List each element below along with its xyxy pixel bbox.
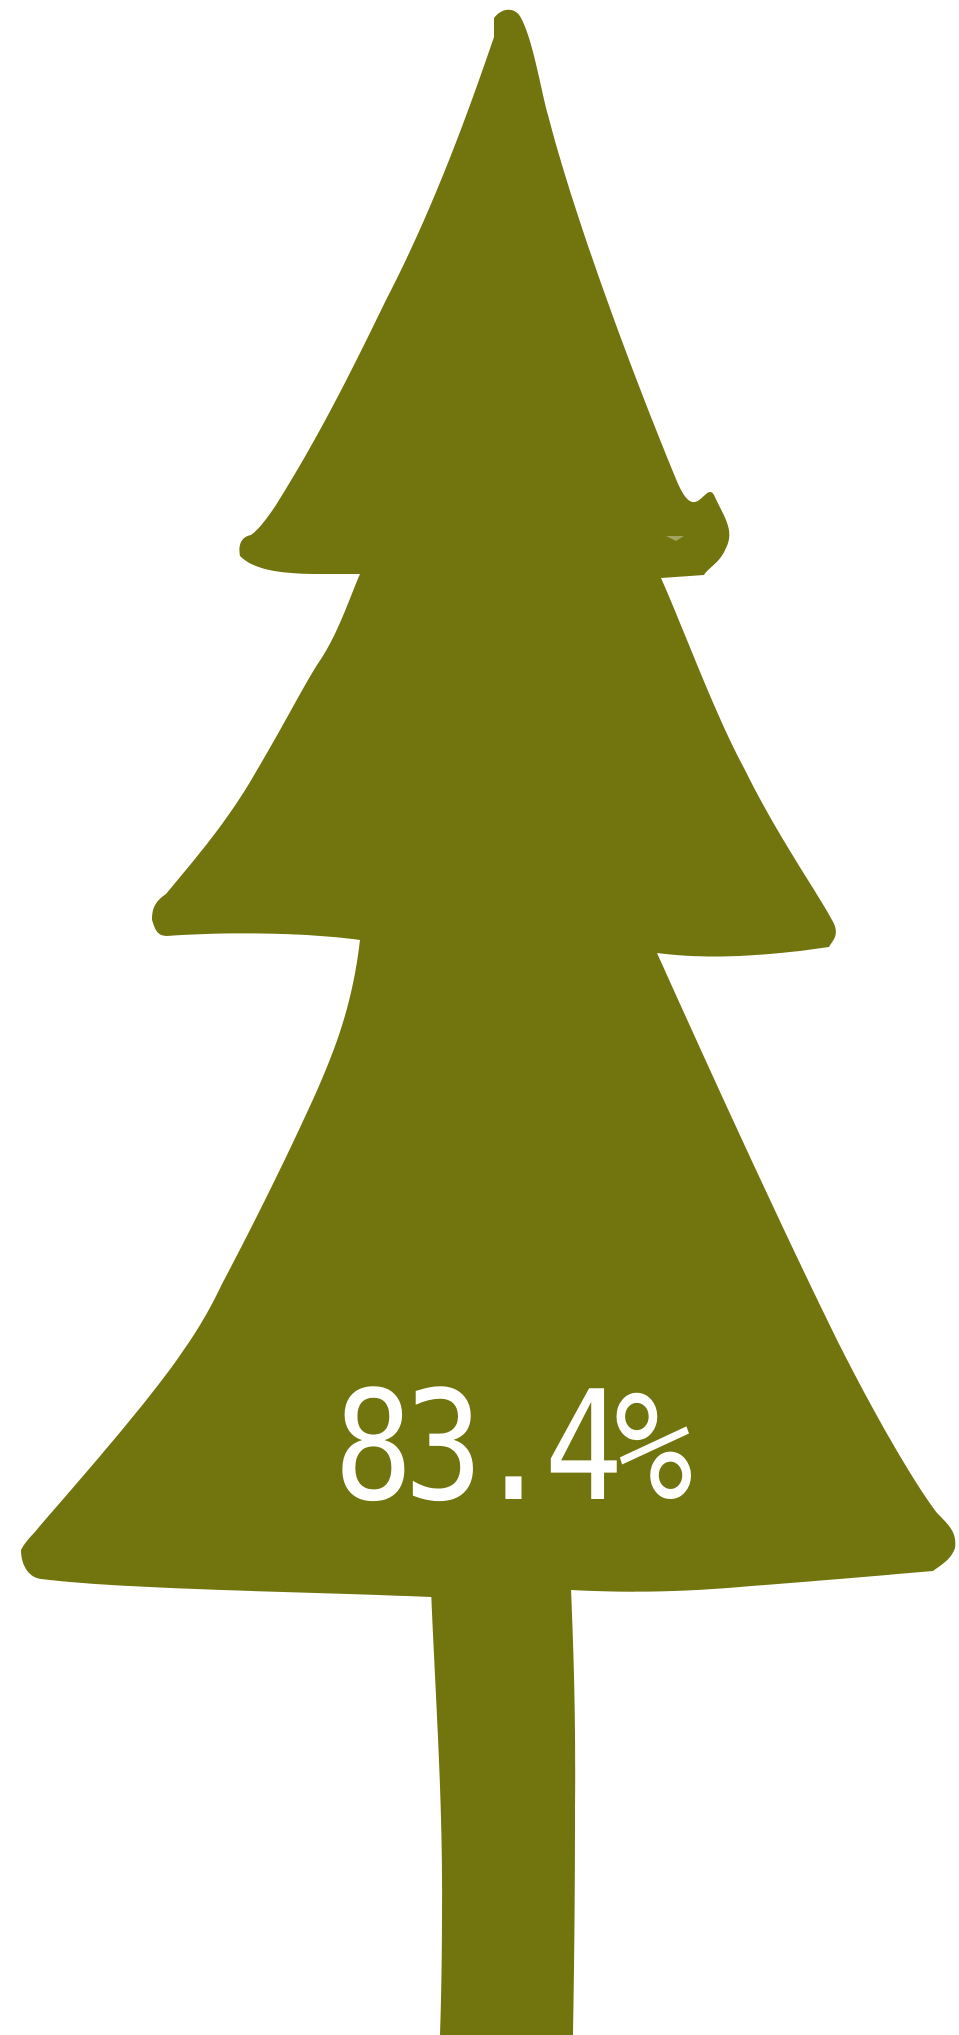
tree-trunk	[431, 1588, 576, 2035]
tree-canopy	[21, 9, 956, 1597]
canopy-shadow-detail	[666, 536, 684, 541]
percentage-value: 83.4%	[334, 1358, 693, 1535]
